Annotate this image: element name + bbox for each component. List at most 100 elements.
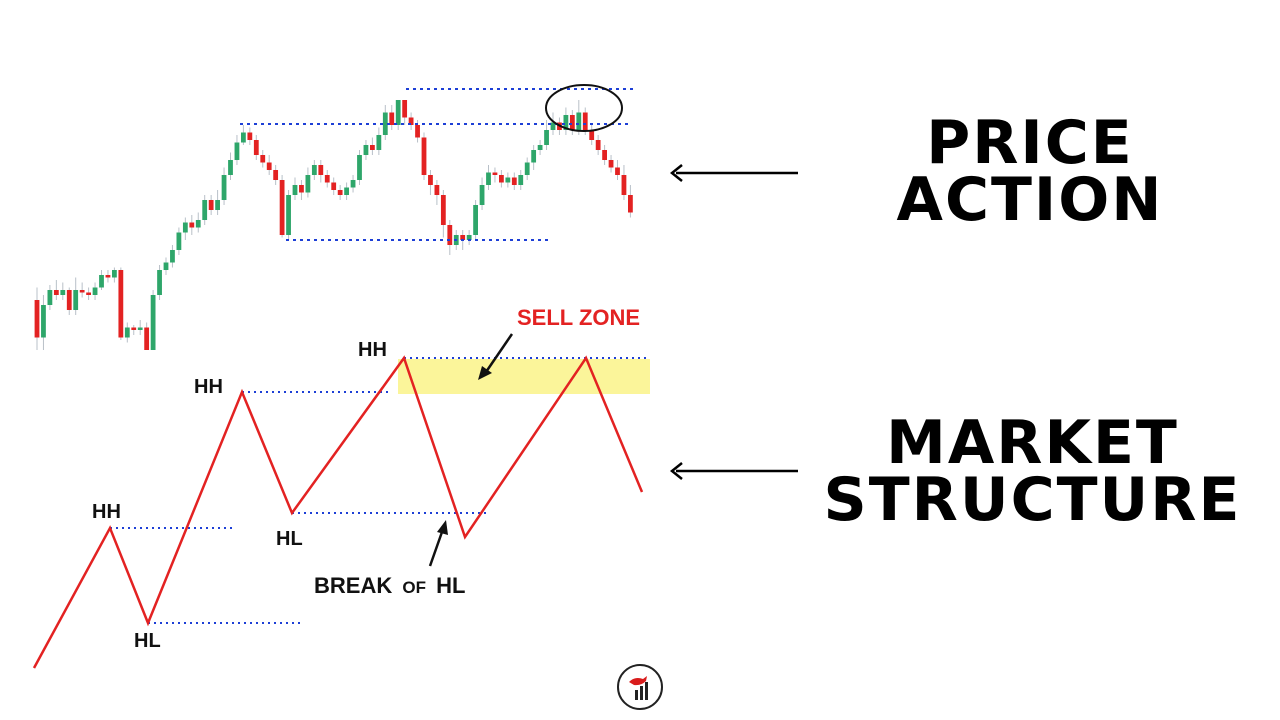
bear-candle [118,270,124,338]
price-action-levels [240,88,634,241]
bull-candle [524,162,530,175]
sell-zone-label: SELL ZONE [517,305,640,330]
bull-chart-logo-icon [617,664,663,710]
bear-candle [440,195,446,225]
market-structure-title: MARKET STRUCTURE [795,413,1270,535]
bear-candle [208,200,214,210]
bull-candle [234,142,240,160]
bull-candle [344,187,349,195]
bull-candle [376,135,382,150]
structure-label-hl: HL [276,528,303,550]
bull-candle [228,160,233,175]
bull-candle [292,185,298,195]
bull-candle [505,177,511,183]
structure-label-hl: HL [134,630,161,652]
bull-candle [576,112,582,130]
bull-candle [563,115,569,130]
bear-candle [370,145,375,150]
bear-candle [499,175,504,183]
bear-candle [434,185,440,195]
bear-candle [273,170,279,180]
bull-candle [550,122,556,130]
bull-candle [311,165,317,175]
bear-candle [260,155,266,163]
price-action-title-line1: PRICE [926,108,1134,178]
bear-candle [86,292,91,295]
bull-candle [382,112,388,135]
bull-candle [395,100,401,125]
bull-candle [41,305,46,338]
break-of-hl-label: BREAK OF HL [314,573,465,598]
bear-candle [189,222,195,228]
bear-candle [511,177,517,185]
market-structure-pointer-arrow [669,462,798,480]
bull-candle [99,275,104,288]
break-label: BREAK [314,573,392,598]
bear-candle [331,182,337,190]
bear-candle [589,130,595,140]
bull-candle [170,250,175,263]
bull-candle [350,180,356,188]
bull-candle [363,145,369,155]
bull-candle [286,195,291,235]
bull-candle [47,290,53,305]
structure-label-hh: HH [92,501,121,523]
structure-labels: HH HL HH HL HH [92,339,387,652]
bear-candle [628,195,633,213]
bear-candle [253,140,259,155]
bear-candle [595,140,601,150]
bear-candle [53,290,59,295]
bear-candle [131,327,137,330]
bull-candle [479,185,485,205]
sell-zone-arrow [478,333,514,380]
structure-label-hh: HH [358,339,387,361]
bear-candle [105,275,111,278]
bull-candle [163,262,169,270]
bear-candle [569,115,575,130]
bear-candle [247,132,253,140]
bear-candle [408,117,414,125]
price-action-pointer-arrow [669,164,798,182]
bull-candle [150,295,156,350]
market-structure-title-line2: STRUCTURE [823,465,1242,535]
svg-text:BREAK OF HL: BREAK OF HL [314,573,465,598]
sell-zone-box [398,359,650,394]
bull-candle [157,270,162,295]
bear-candle [66,290,72,310]
bear-candle [266,162,272,170]
bear-candle [144,327,150,350]
price-action-chart [34,100,633,350]
bull-candle [537,145,543,150]
bear-candle [299,185,304,193]
bear-candle [428,175,433,185]
bull-candle [195,220,201,228]
bull-candle [473,205,478,235]
structure-levels [110,357,650,624]
bull-candle [137,327,143,330]
bull-candle [221,175,227,200]
bear-candle [621,175,627,195]
bear-candle [34,300,40,338]
bull-candle [176,232,182,250]
bear-candle [415,125,420,138]
bear-candle [279,180,285,235]
bull-candle [73,290,79,310]
bear-candle [421,137,427,175]
of-label: OF [402,578,426,597]
bear-candle [389,112,395,125]
bull-candle [112,270,117,278]
bear-candle [402,100,408,118]
double-top-circle [545,84,623,132]
bear-candle [615,167,620,175]
bear-candle [324,175,330,183]
bull-candle [544,130,549,145]
bull-candle [466,235,472,240]
bull-candle [518,175,524,185]
bear-candle [447,225,453,245]
bull-candle [202,200,208,220]
bull-candle [531,150,537,163]
hl-label: HL [436,573,465,598]
break-of-hl-arrow [428,520,448,567]
bull-candle [92,287,98,295]
